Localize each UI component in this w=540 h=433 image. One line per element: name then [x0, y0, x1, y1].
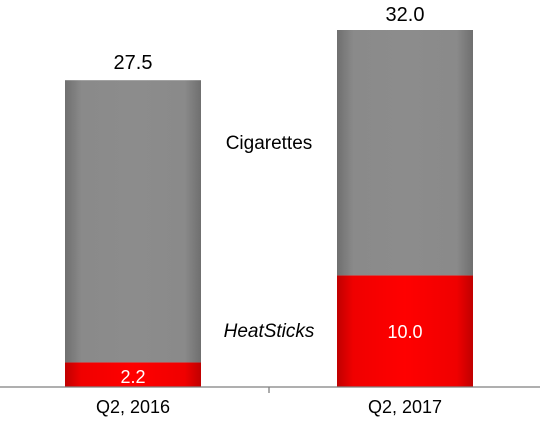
bar-heatsticks-q2-2017: [337, 275, 473, 387]
total-label-q2-2017: 32.0: [386, 4, 425, 26]
series-label-cigarettes: Cigarettes: [226, 133, 313, 154]
bar-cigarettes-q2-2016: [65, 80, 201, 363]
heatsticks-value-label-q2-2016: 2.2: [120, 367, 145, 387]
heatsticks-value-label-q2-2017: 10.0: [387, 322, 422, 342]
bar-cigarettes-q2-2017: [337, 30, 473, 276]
x-tick-label-q2-2016: Q2, 2016: [96, 397, 170, 417]
total-label-q2-2016: 27.5: [114, 52, 153, 74]
x-tick-label-q2-2017: Q2, 2017: [368, 397, 442, 417]
series-label-heatsticks: HeatSticks: [224, 321, 315, 342]
bar-heatsticks-q2-2016: [65, 362, 201, 387]
